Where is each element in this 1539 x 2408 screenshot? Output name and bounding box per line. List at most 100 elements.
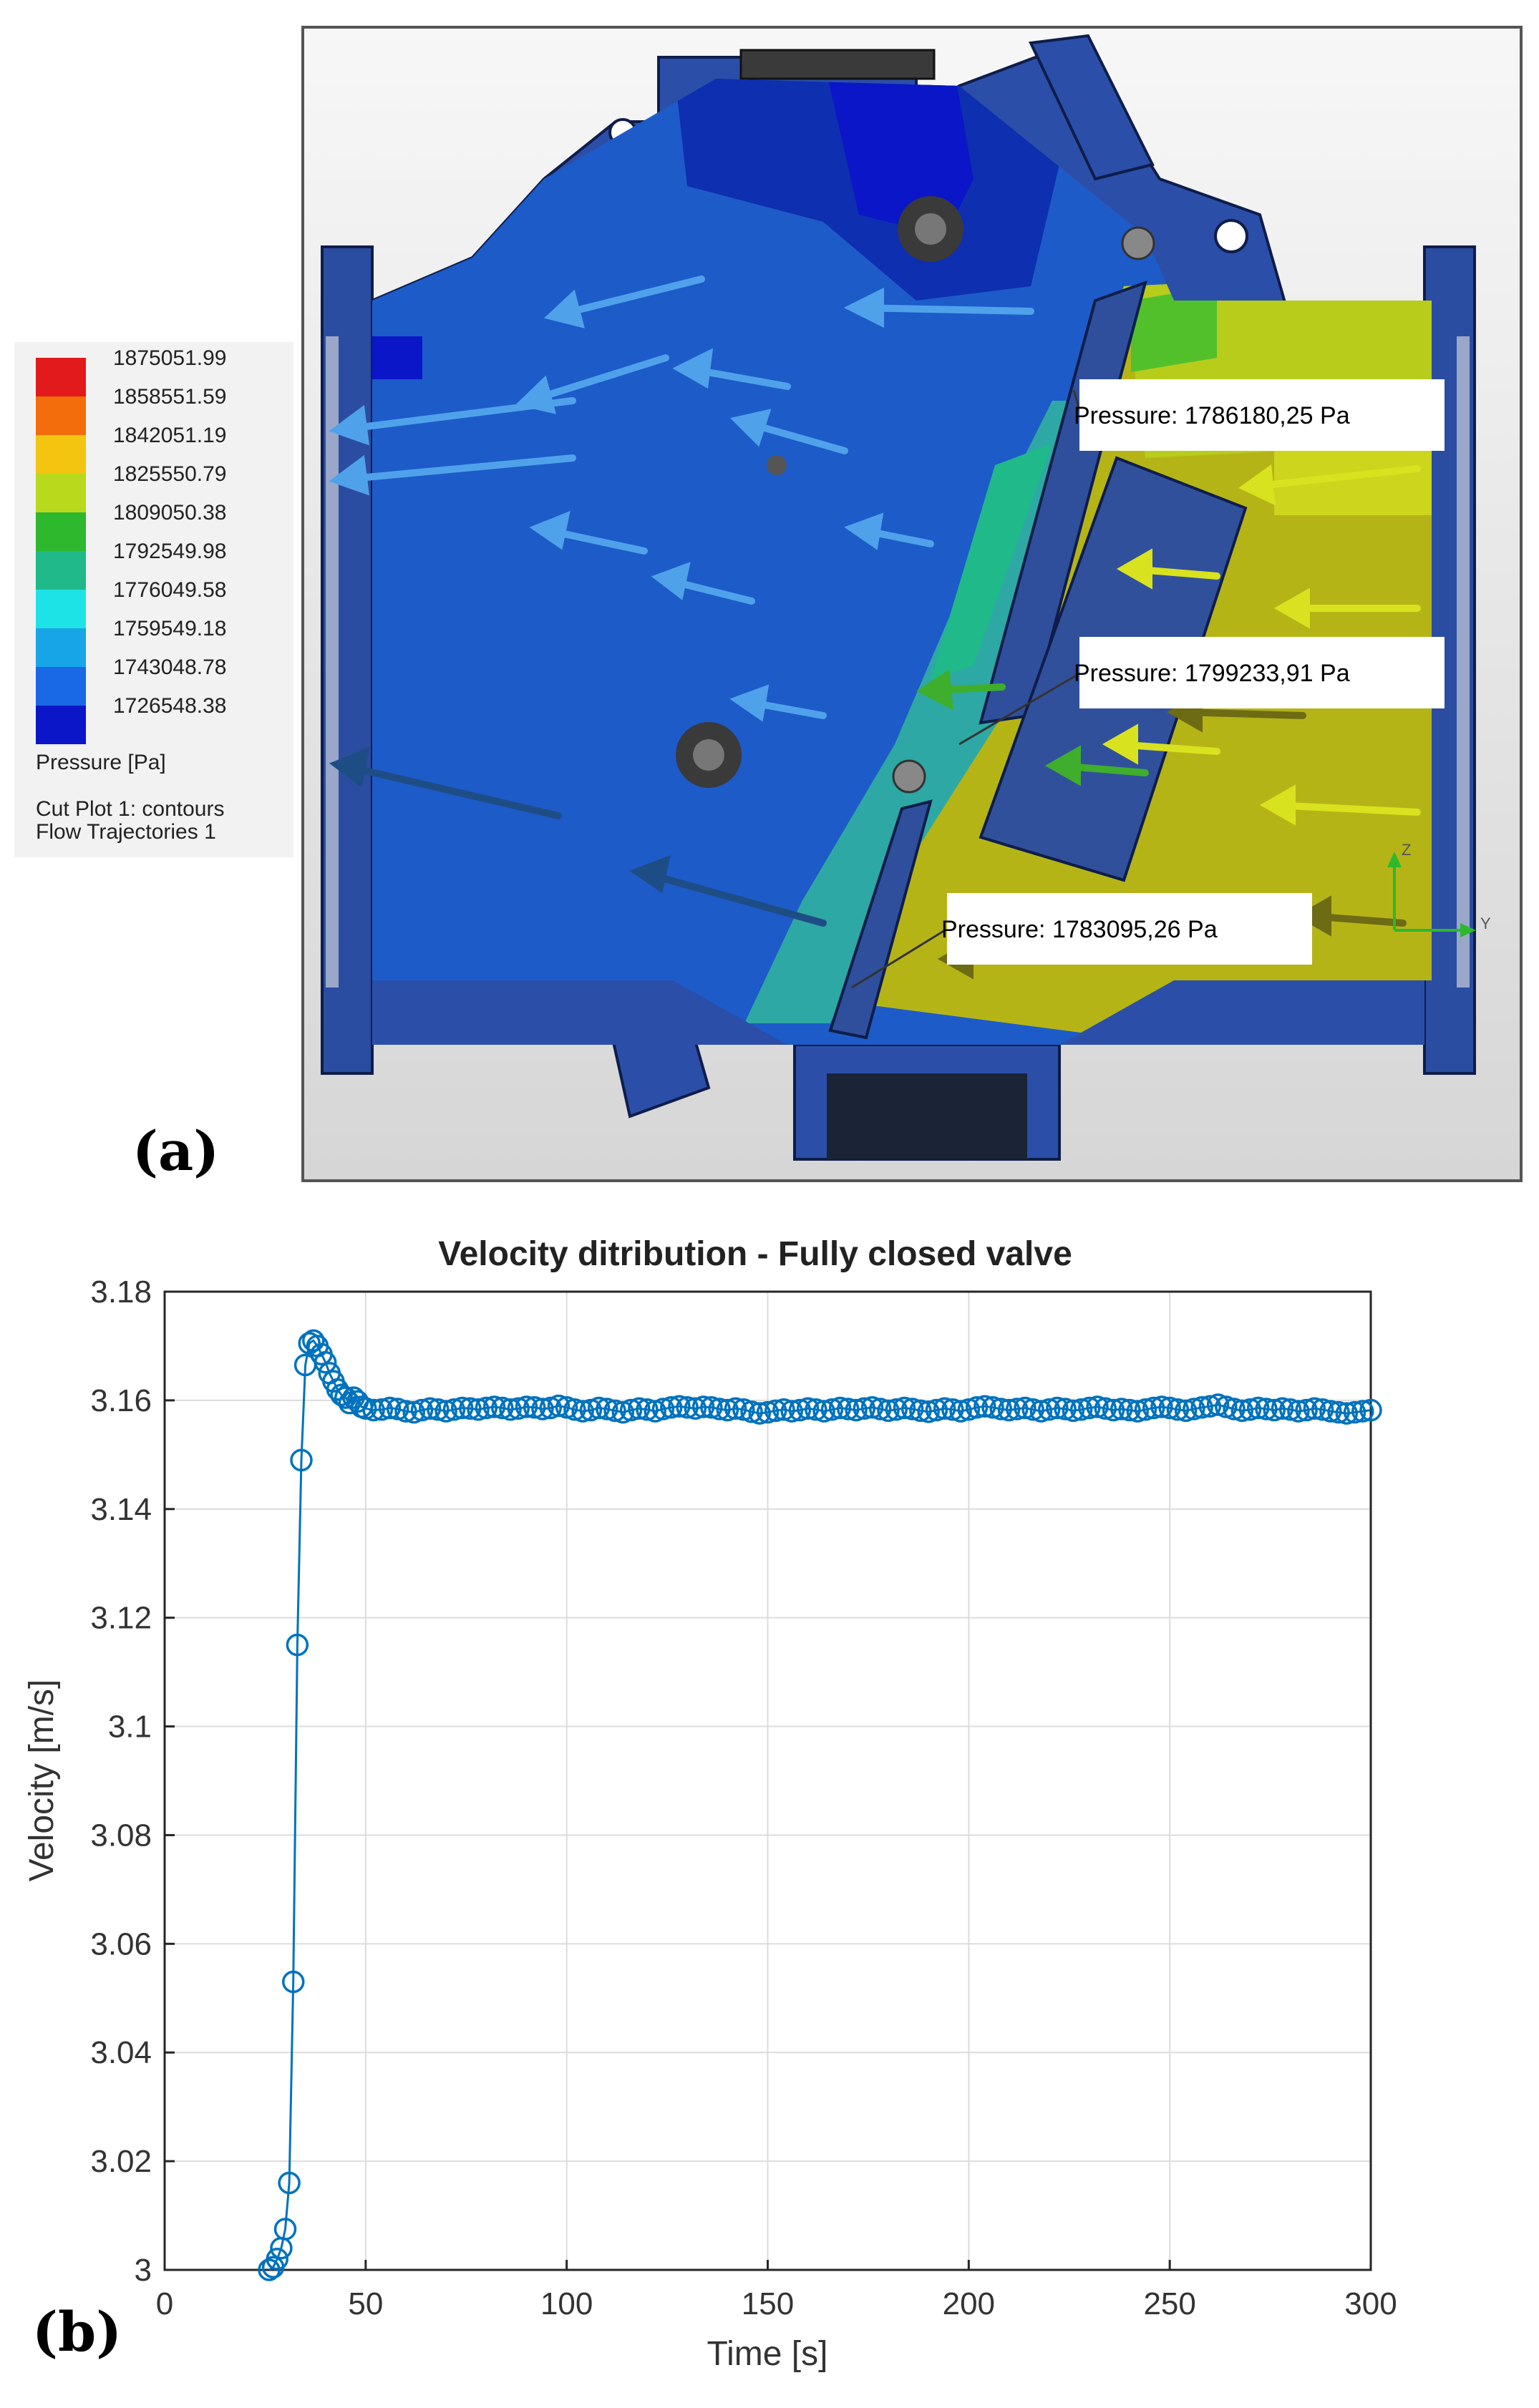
legend-color-scale: 1875051.99 1858551.59 1842051.19 1825550.79… — [36, 346, 227, 744]
legend-swatch — [36, 590, 86, 628]
data-point — [507, 1397, 530, 1420]
legend-value: 1875051.99 — [113, 346, 227, 370]
legend-swatch — [36, 667, 86, 706]
y-tick-label: 3.1 — [108, 1710, 152, 1745]
legend-value: 1809050.38 — [113, 501, 227, 525]
data-point — [1005, 1398, 1029, 1420]
data-point — [1062, 1399, 1085, 1423]
data-point — [1021, 1398, 1044, 1421]
data-point — [1351, 1400, 1374, 1423]
legend-quantity: Pressure [Pa] — [36, 751, 166, 774]
data-point — [974, 1395, 996, 1418]
legend-swatch — [36, 358, 86, 396]
data-point — [273, 2218, 297, 2241]
data-point — [869, 1398, 892, 1420]
data-point — [459, 1397, 482, 1420]
legend-value: 1858551.59 — [113, 385, 227, 409]
data-point — [362, 1398, 385, 1422]
data-point — [266, 2248, 289, 2271]
velocity-chart: Velocity ditribution - Fully closed valv… — [0, 1202, 1539, 2408]
data-point — [700, 1396, 723, 1419]
data-point — [845, 1398, 868, 1422]
data-point — [1198, 1395, 1222, 1418]
data-point — [1054, 1398, 1077, 1420]
data-point — [1246, 1396, 1270, 1420]
data-point — [965, 1396, 989, 1419]
legend-trajectories: Flow Trajectories 1 — [36, 820, 216, 844]
data-point — [1118, 1398, 1141, 1422]
data-point — [278, 2171, 301, 2195]
pressure-callout-3: Pressure: 1783095,26 Pa — [941, 893, 1312, 965]
legend-value: 1743048.78 — [113, 655, 227, 679]
data-point — [716, 1398, 739, 1422]
data-point — [482, 1395, 506, 1418]
data-point — [1311, 1398, 1334, 1421]
x-tick-label: 250 — [1143, 2286, 1195, 2321]
data-point — [442, 1398, 466, 1421]
data-point — [286, 1633, 309, 1657]
data-point — [563, 1398, 586, 1421]
data-point — [427, 1398, 450, 1421]
data-point — [708, 1398, 731, 1420]
data-point — [1110, 1398, 1133, 1420]
data-point — [997, 1398, 1021, 1422]
data-point — [1126, 1400, 1149, 1423]
legend-value: 1759549.18 — [113, 617, 227, 640]
data-point — [1295, 1398, 1318, 1422]
axis-triad: Z Y — [1387, 841, 1491, 937]
x-tick-label: 100 — [540, 2286, 593, 2321]
legend-value: 1726548.38 — [113, 694, 227, 718]
data-point — [772, 1398, 795, 1421]
x-tick-label: 300 — [1344, 2286, 1397, 2321]
svg-text:Pressure: 1783095,26 Pa: Pressure: 1783095,26 Pa — [941, 916, 1218, 943]
data-point — [941, 1398, 964, 1421]
data-point — [378, 1396, 402, 1420]
y-tick-label: 3.14 — [90, 1492, 152, 1527]
data-point — [780, 1400, 803, 1423]
data-point — [1046, 1396, 1069, 1420]
data-point — [410, 1398, 434, 1422]
chart-title: Velocity ditribution - Fully closed valv… — [438, 1235, 1072, 1273]
data-point — [1359, 1398, 1382, 1422]
svg-text:Pressure: 1799233,91 Pa: Pressure: 1799233,91 Pa — [1074, 660, 1350, 687]
x-tick-label: 0 — [156, 2286, 173, 2321]
data-point — [820, 1398, 844, 1421]
data-point — [909, 1399, 932, 1423]
data-point — [1263, 1398, 1286, 1422]
triad-y-label: Y — [1480, 915, 1491, 932]
data-point — [628, 1397, 651, 1420]
pressure-legend: 1875051.99 1858551.59 1842051.19 1825550.79… — [14, 342, 293, 857]
chart-ticks: 0 50 100 150 200 250 300 3 3.02 3.04 3.06 3.08 3.1 3.… — [90, 1274, 1397, 2321]
data-point — [756, 1400, 780, 1424]
data-point — [853, 1397, 876, 1420]
data-point — [1303, 1397, 1326, 1420]
data-point — [949, 1400, 972, 1423]
data-point — [434, 1400, 457, 1423]
data-point — [571, 1400, 594, 1423]
data-point — [1102, 1398, 1125, 1422]
data-point — [676, 1396, 699, 1419]
data-point — [1343, 1400, 1366, 1424]
data-point — [893, 1396, 916, 1420]
data-point — [1223, 1398, 1246, 1420]
triad-z-label: Z — [1402, 841, 1411, 859]
data-point — [828, 1396, 852, 1420]
legend-cutplot: Cut Plot 1: contours — [36, 797, 224, 821]
data-point — [659, 1396, 683, 1419]
y-tick-label: 3.18 — [90, 1274, 152, 1310]
data-point — [338, 1391, 361, 1415]
data-point — [499, 1398, 522, 1421]
legend-swatch — [36, 396, 86, 435]
y-tick-label: 3.12 — [90, 1601, 152, 1636]
data-point — [523, 1396, 546, 1419]
x-tick-label: 200 — [943, 2286, 995, 2321]
data-point — [636, 1398, 659, 1421]
legend-swatch — [36, 551, 86, 590]
y-tick-label: 3.16 — [90, 1383, 152, 1418]
legend-swatch — [36, 706, 86, 744]
data-point — [1086, 1395, 1109, 1418]
data-point — [587, 1396, 611, 1420]
y-tick-label: 3 — [135, 2253, 152, 2288]
data-point — [1174, 1399, 1198, 1423]
data-point — [885, 1398, 908, 1421]
